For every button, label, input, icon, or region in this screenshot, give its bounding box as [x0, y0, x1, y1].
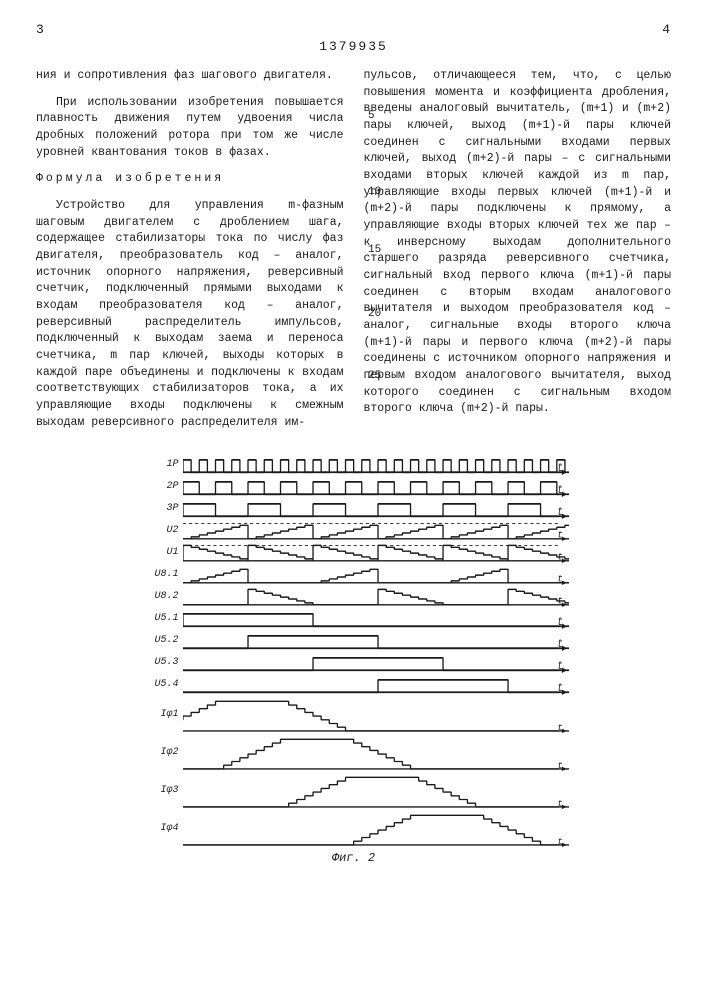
para: Устройство для управления m-фазным шагов…: [36, 198, 344, 431]
trace-label: 1Р: [139, 459, 183, 470]
trace-label: Iφ1: [139, 709, 183, 720]
line-num: 10: [368, 186, 381, 198]
left-column: ния и сопротивления фаз шагового двигате…: [36, 68, 344, 441]
trace-label: U1: [139, 547, 183, 558]
trace-row: U8.2 t: [139, 585, 569, 607]
trace-row: U8.1 t: [139, 563, 569, 585]
para: При использовании изобретения повышается…: [36, 95, 344, 162]
trace-label: U2: [139, 525, 183, 536]
trace-row: U5.4 t: [139, 673, 569, 695]
trace-row: Iφ1 t: [139, 695, 569, 733]
trace-row: Iφ4 t: [139, 809, 569, 847]
figure-label: Фиг. 2: [36, 851, 671, 865]
trace-label: U5.1: [139, 613, 183, 624]
formula-title: Формула изобретения: [36, 171, 344, 188]
trace-label: U5.2: [139, 635, 183, 646]
text-columns: ния и сопротивления фаз шагового двигате…: [36, 68, 671, 441]
trace-label: U5.3: [139, 657, 183, 668]
trace-row: 1Р t: [139, 453, 569, 475]
page-num-left: 3: [36, 22, 45, 37]
trace-row: Iφ2 t: [139, 733, 569, 771]
timing-diagram: 1Р t 2Р t 3Р t U2 t U1 t U8.1 t U8.2: [139, 453, 569, 847]
trace-label: Iφ2: [139, 747, 183, 758]
line-num: 25: [368, 370, 381, 382]
trace-label: U8.2: [139, 591, 183, 602]
line-num: 15: [368, 244, 381, 256]
trace-row: Iφ3 t: [139, 771, 569, 809]
doc-number: 1379935: [36, 39, 671, 54]
trace-row: U5.2 t: [139, 629, 569, 651]
right-column: пульсов, отличающееся тем, что, с целью …: [364, 68, 672, 441]
para: пульсов, отличающееся тем, что, с целью …: [364, 68, 672, 418]
trace-row: U5.3 t: [139, 651, 569, 673]
line-num: 5: [368, 110, 375, 122]
trace-label: 2Р: [139, 481, 183, 492]
trace-row: U1 t: [139, 541, 569, 563]
trace-label: U8.1: [139, 569, 183, 580]
page-num-right: 4: [662, 22, 671, 37]
trace-row: 3Р t: [139, 497, 569, 519]
trace-row: U2 t: [139, 519, 569, 541]
trace-label: 3Р: [139, 503, 183, 514]
trace-label: Iφ3: [139, 785, 183, 796]
trace-row: 2Р t: [139, 475, 569, 497]
para: ния и сопротивления фаз шагового двигате…: [36, 68, 344, 85]
trace-row: U5.1 t: [139, 607, 569, 629]
line-num: 20: [368, 308, 381, 320]
trace-label: U5.4: [139, 679, 183, 690]
trace-label: Iφ4: [139, 823, 183, 834]
